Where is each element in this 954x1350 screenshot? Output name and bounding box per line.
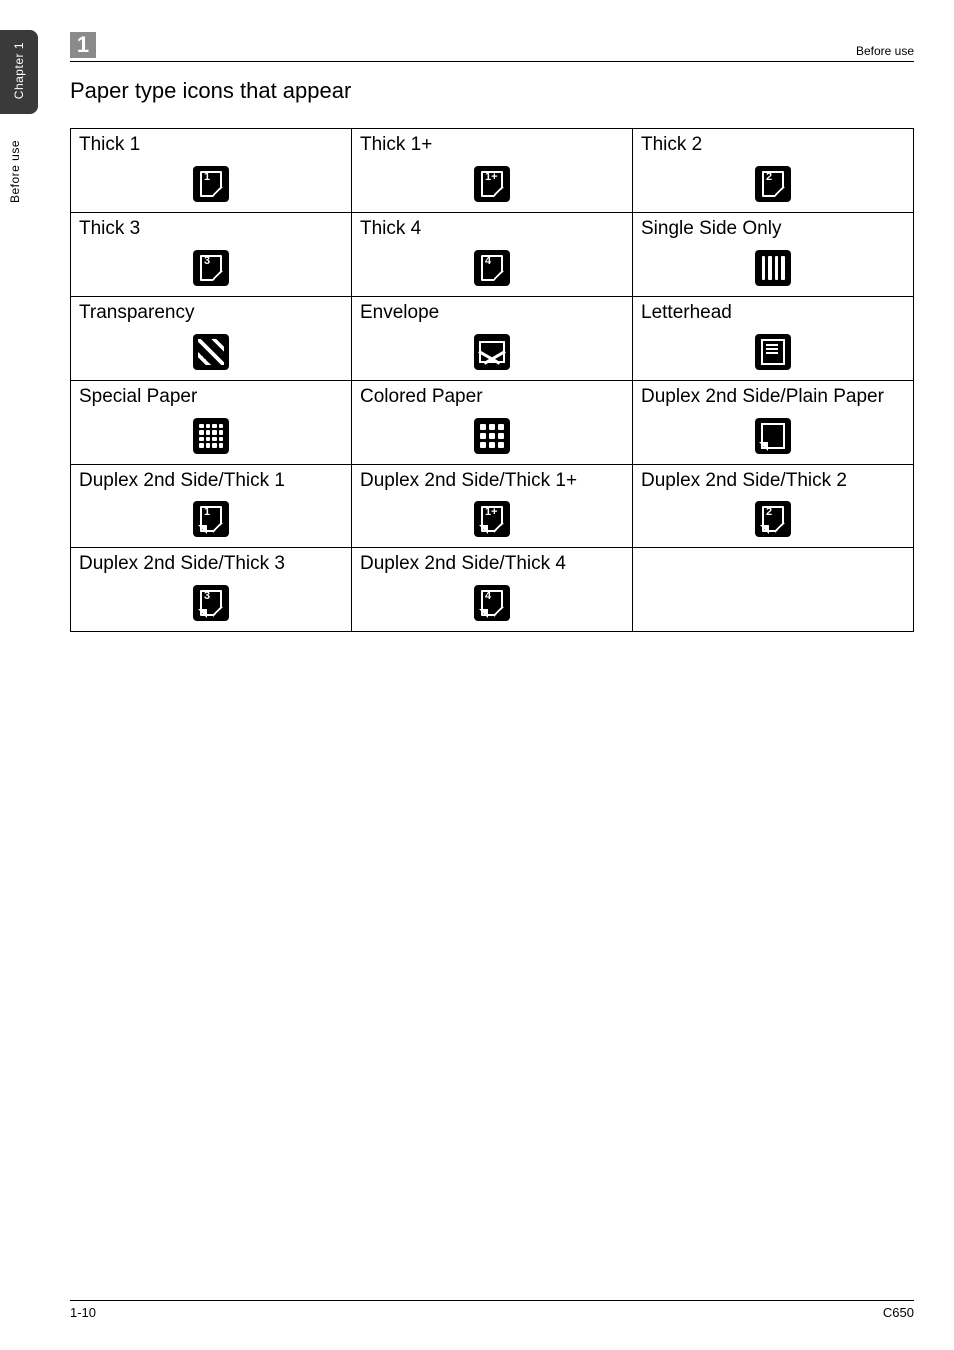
table-cell: Transparency <box>71 296 352 380</box>
table-cell: Thick 3 3 <box>71 212 352 296</box>
cell-label: Special Paper <box>71 381 351 412</box>
table-cell: Special Paper <box>71 380 352 464</box>
cell-label: Colored Paper <box>352 381 632 412</box>
page-footer: 1-10 C650 <box>70 1300 914 1320</box>
duplex-thick2-icon: 2 <box>755 501 791 537</box>
cell-label: Duplex 2nd Side/Thick 3 <box>71 548 351 579</box>
table-cell-empty <box>633 548 914 632</box>
cell-label: Thick 1 <box>71 129 351 160</box>
section-title: Paper type icons that appear <box>70 78 351 104</box>
cell-label: Letterhead <box>633 297 913 328</box>
table-cell: Duplex 2nd Side/Thick 4 4 <box>352 548 633 632</box>
sidebar-chapter-label: Chapter 1 <box>12 42 26 99</box>
table-cell: Thick 4 4 <box>352 212 633 296</box>
letterhead-icon <box>755 334 791 370</box>
sidebar-section-tab: Before use <box>0 128 30 218</box>
cell-label: Duplex 2nd Side/Thick 4 <box>352 548 632 579</box>
paper-type-icon-table: Thick 1 1 Thick 1+ 1+ Thick 2 2 Thick 3 … <box>70 128 914 632</box>
cell-label: Thick 3 <box>71 213 351 244</box>
sidebar-chapter-tab: Chapter 1 <box>0 30 38 114</box>
sidebar: Chapter 1 Before use <box>0 30 38 218</box>
thick2-icon: 2 <box>755 166 791 202</box>
sidebar-section-label: Before use <box>8 140 22 203</box>
cell-label: Duplex 2nd Side/Thick 1 <box>71 465 351 496</box>
table-cell: Duplex 2nd Side/Thick 2 2 <box>633 464 914 548</box>
table-cell: Duplex 2nd Side/Plain Paper <box>633 380 914 464</box>
thick4-icon: 4 <box>474 250 510 286</box>
cell-label: Envelope <box>352 297 632 328</box>
table-cell: Letterhead <box>633 296 914 380</box>
table-cell: Thick 2 2 <box>633 129 914 213</box>
duplex-thick1-icon: 1 <box>193 501 229 537</box>
colored-paper-icon <box>474 418 510 454</box>
chapter-number-box: 1 <box>70 32 96 58</box>
envelope-icon <box>474 334 510 370</box>
header-row: 1 Before use <box>70 30 914 62</box>
chapter-number: 1 <box>77 32 89 58</box>
thick1-icon: 1 <box>193 166 229 202</box>
table-cell: Colored Paper <box>352 380 633 464</box>
table-cell: Duplex 2nd Side/Thick 1 1 <box>71 464 352 548</box>
table-cell: Envelope <box>352 296 633 380</box>
cell-label: Transparency <box>71 297 351 328</box>
running-head: Before use <box>856 44 914 58</box>
cell-label: Thick 4 <box>352 213 632 244</box>
footer-page-number: 1-10 <box>70 1305 96 1320</box>
duplex-thick1plus-icon: 1+ <box>474 501 510 537</box>
table-cell: Duplex 2nd Side/Thick 1+ 1+ <box>352 464 633 548</box>
cell-label: Duplex 2nd Side/Thick 1+ <box>352 465 632 496</box>
table-cell: Thick 1 1 <box>71 129 352 213</box>
cell-label: Duplex 2nd Side/Thick 2 <box>633 465 913 496</box>
footer-model: C650 <box>883 1305 914 1320</box>
special-paper-icon <box>193 418 229 454</box>
table-cell: Duplex 2nd Side/Thick 3 3 <box>71 548 352 632</box>
cell-label: Thick 1+ <box>352 129 632 160</box>
transparency-icon <box>193 334 229 370</box>
duplex-thick4-icon: 4 <box>474 585 510 621</box>
thick1plus-icon: 1+ <box>474 166 510 202</box>
thick3-icon: 3 <box>193 250 229 286</box>
duplex-plain-icon <box>755 418 791 454</box>
table-cell: Thick 1+ 1+ <box>352 129 633 213</box>
cell-label: Single Side Only <box>633 213 913 244</box>
cell-label: Duplex 2nd Side/Plain Paper <box>633 381 913 412</box>
duplex-thick3-icon: 3 <box>193 585 229 621</box>
single-side-only-icon <box>755 250 791 286</box>
table-cell: Single Side Only <box>633 212 914 296</box>
cell-label: Thick 2 <box>633 129 913 160</box>
